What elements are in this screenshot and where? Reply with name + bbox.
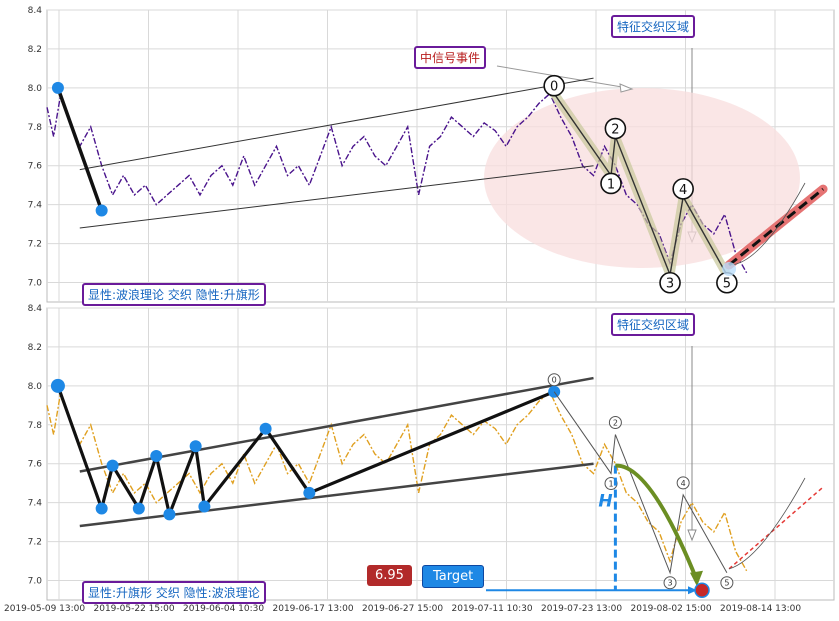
signal-event-label: 中信号事件 [414, 46, 487, 69]
wave-label-circle [663, 576, 677, 590]
flag-pivot [163, 508, 176, 521]
flag-upper-line [79, 376, 594, 473]
flag-pivot [132, 502, 145, 515]
y-tick-label: 7.8 [28, 421, 43, 431]
y-tick-label: 7.4 [28, 201, 43, 211]
pivot-line [56, 87, 104, 212]
pivot-point [95, 204, 108, 217]
signal-arrow-head [619, 83, 634, 93]
y-tick-label: 7.8 [28, 123, 43, 133]
y-tick-label: 7.2 [28, 538, 42, 548]
y-tick-label: 8.2 [28, 45, 42, 55]
wave-label-circle [608, 416, 622, 430]
target-value-badge: 6.95 [367, 565, 412, 586]
wave-label-circle [600, 172, 622, 195]
wave-label-circle [720, 576, 734, 590]
top-feature-zone-label: 特征交织区域 [611, 15, 696, 38]
top-legend: 显性:波浪理论 交织 隐性:升旗形 [82, 283, 266, 306]
flag-pivot [198, 500, 211, 513]
wave-label-circle [604, 117, 627, 140]
wave-label-circle [543, 74, 565, 97]
x-tick-label: 2019-05-22 15:00 [94, 604, 175, 614]
signal-arrow [496, 65, 629, 89]
x-tick-label: 2019-08-14 13:00 [720, 604, 801, 614]
plot-frame [46, 307, 835, 601]
feature-zone-ellipse [484, 88, 800, 268]
wave-label-text: 1 [608, 479, 613, 488]
x-tick-label: 2019-07-23 13:00 [541, 604, 622, 614]
wave-path [553, 93, 728, 278]
zone-arrow-head [687, 529, 697, 542]
wave-label-circle [547, 373, 561, 387]
pivot-point [51, 81, 64, 94]
y-tick-label: 8.4 [28, 6, 43, 16]
wave-label-text: 4 [681, 479, 686, 488]
y-tick-label: 8.4 [28, 304, 43, 314]
y-tick-label: 8.0 [28, 84, 43, 94]
wave-label-circle [659, 271, 681, 294]
wave-label-text: 0 [552, 376, 557, 385]
flag-pivot [106, 459, 119, 472]
projection-arc [729, 182, 806, 266]
wave-label-text: 2 [611, 123, 619, 138]
wave-label-text: 1 [607, 177, 615, 192]
target-point [694, 582, 710, 599]
price-series-line [46, 92, 748, 274]
projection-line [728, 187, 825, 267]
y-tick-label: 7.4 [28, 499, 43, 509]
flag-pivot [150, 449, 163, 462]
wave-label-text: 3 [667, 579, 672, 588]
y-tick-label: 8.2 [28, 343, 42, 353]
wave-label-circle [672, 178, 694, 200]
y-tick-label: 7.0 [28, 279, 43, 289]
flag-pivot [95, 502, 108, 515]
flag-pivot [50, 378, 65, 393]
y-tick-label: 8.0 [28, 382, 43, 392]
wave-label-text: 2 [613, 419, 618, 428]
x-tick-label: 2019-06-04 10:30 [183, 604, 264, 614]
wave-label-text: 3 [666, 277, 674, 292]
wave-label-circle [676, 476, 690, 490]
x-tick-label: 2019-06-27 15:00 [362, 604, 443, 614]
channel-upper-line [79, 77, 594, 171]
bottom-legend: 显性:升旗形 交织 隐性:波浪理论 [82, 581, 266, 604]
wave-label-text: 5 [724, 579, 729, 588]
bottom-feature-zone-label: 特征交织区域 [611, 313, 696, 336]
end-marker [722, 262, 737, 277]
price-series-line [46, 390, 748, 572]
flag-pivot [189, 440, 202, 453]
bottom-panel: 7.0 7.2 7.4 7.6 7.8 8.0 8.2 8.4 0 1 2 3 4 5 H [28, 304, 835, 601]
projection-arc [728, 477, 806, 570]
target-badge: Target [422, 565, 485, 588]
channel-lower-line [79, 165, 594, 229]
wave-label-text: 5 [723, 277, 731, 292]
x-tick-label: 2019-07-11 10:30 [452, 604, 533, 614]
y-tick-label: 7.6 [28, 460, 43, 470]
x-tick-label: 2019-06-17 13:00 [273, 604, 354, 614]
wave-label-text: 0 [550, 80, 558, 95]
target-arrow-head [688, 586, 697, 595]
projection-arc-green [615, 463, 699, 582]
wave-path [553, 391, 728, 575]
x-tick-label: 2019-05-09 13:00 [4, 604, 85, 614]
y-tick-label: 7.6 [28, 162, 43, 172]
flag-pivot [303, 486, 316, 499]
x-axis: 2019-05-09 13:00 2019-05-22 15:00 2019-06-… [4, 604, 801, 614]
y-tick-label: 7.0 [28, 577, 43, 587]
y-tick-label: 7.2 [28, 240, 42, 250]
h-label: H [598, 492, 612, 512]
x-tick-label: 2019-08-02 15:00 [631, 604, 712, 614]
wave-label-text: 4 [679, 183, 687, 198]
projection-arc-head [690, 570, 703, 587]
flag-pivot [259, 422, 272, 435]
